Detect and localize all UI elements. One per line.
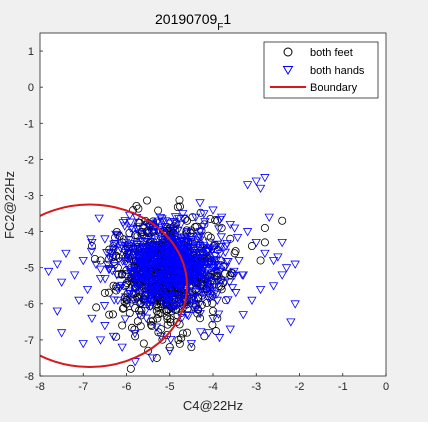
y-tick-label: -1: [24, 118, 34, 130]
x-tick-label: -8: [35, 381, 45, 393]
x-tick-label: 0: [383, 381, 389, 393]
x-tick-label: -4: [208, 381, 218, 393]
x-tick-label: -5: [165, 381, 175, 393]
y-tick-label: -4: [24, 227, 34, 239]
legend-feet-label: both feet: [310, 47, 353, 59]
legend: both feet both hands Boundary: [264, 42, 378, 98]
legend-boundary-label: Boundary: [310, 82, 358, 94]
y-tick-label: -6: [24, 299, 34, 311]
y-tick-label: -3: [24, 190, 34, 202]
x-tick-label: -1: [338, 381, 348, 393]
x-tick-label: -3: [251, 381, 261, 393]
y-axis-label: FC2@22Hz: [2, 171, 17, 239]
chart-title: 20190709F1: [155, 11, 231, 33]
x-axis-label: C4@22Hz: [183, 398, 243, 413]
y-tick-label: -8: [24, 371, 34, 383]
y-tick-label: -5: [24, 263, 34, 275]
x-tick-label: -2: [295, 381, 305, 393]
legend-hands-label: both hands: [310, 65, 365, 77]
y-tick-label: -7: [24, 335, 34, 347]
x-tick-label: -6: [122, 381, 132, 393]
x-tick-label: -7: [78, 381, 88, 393]
y-tick-label: 0: [28, 82, 34, 94]
y-tick-label: -2: [24, 154, 34, 166]
y-tick-label: 1: [28, 46, 34, 58]
